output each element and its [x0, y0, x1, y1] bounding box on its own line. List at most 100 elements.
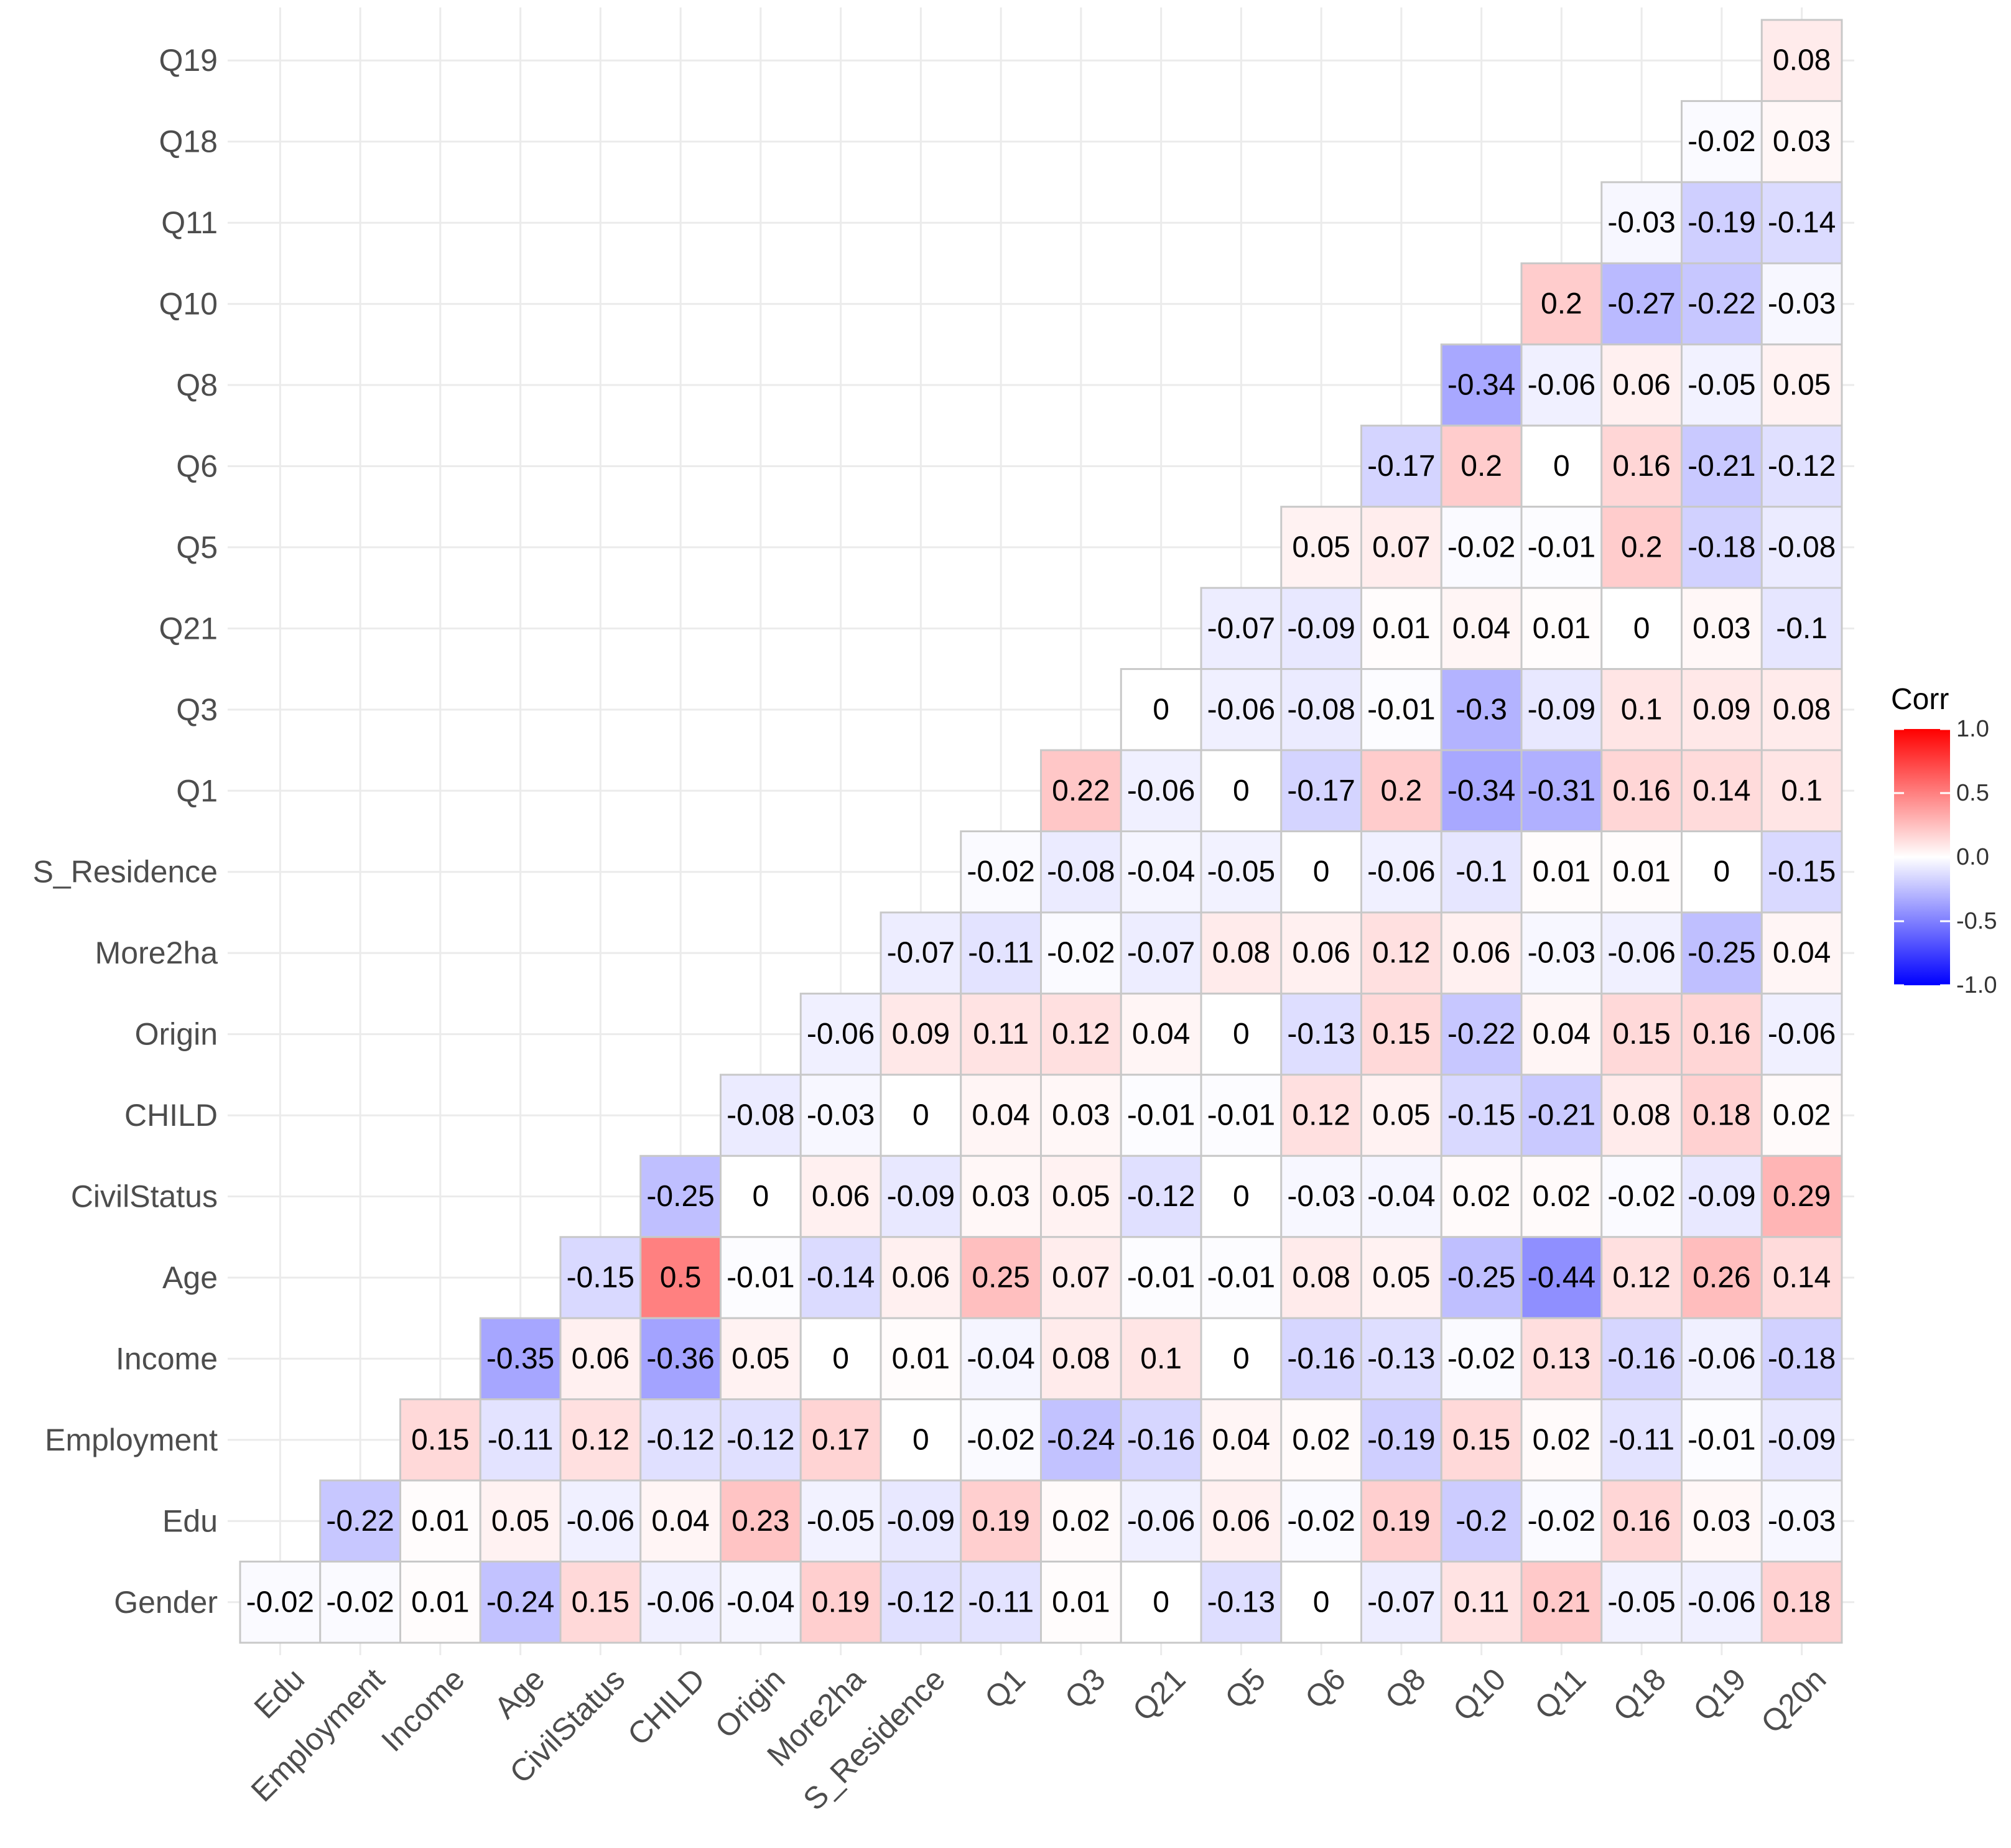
cell-value-label: 0.08 [1773, 44, 1831, 77]
heatmap-cell [1520, 1398, 1603, 1482]
cell-value-label: 0.04 [1132, 1018, 1190, 1051]
cell-value-label: 0.1 [1140, 1342, 1182, 1375]
heatmap-cell [1360, 1074, 1442, 1157]
heatmap-cell [639, 1561, 722, 1644]
color-legend: Corr 1.0 0.5 0.0 -0.5 -1.0 [1891, 683, 1997, 998]
heatmap-cell [1760, 343, 1843, 427]
cell-value-label: 0.02 [1452, 1180, 1510, 1213]
cell-value-label: 0 [1633, 612, 1650, 645]
x-tick-label: S_Residence [796, 1661, 952, 1817]
heatmap-cell [1681, 1479, 1763, 1563]
cell-value-label: 0.05 [1292, 531, 1350, 564]
cell-value-label: 0 [1553, 450, 1570, 483]
cell-value-label: -0.24 [1047, 1423, 1115, 1456]
cell-value-label: 0.09 [892, 1018, 950, 1051]
cell-value-label: 0.12 [572, 1423, 629, 1456]
cell-value-label: -0.08 [1047, 855, 1115, 888]
heatmap-cell [1600, 749, 1683, 833]
cell-value-label: -0.13 [1207, 1586, 1275, 1618]
heatmap-cell [1120, 1561, 1202, 1644]
heatmap-cell [1280, 830, 1362, 914]
x-tick-label: Q11 [1528, 1661, 1592, 1726]
cell-value-label: 0.2 [1461, 450, 1502, 483]
heatmap-cell [1600, 830, 1683, 914]
cell-value-label: 0.01 [411, 1505, 469, 1538]
cell-value-label: 0.08 [1212, 937, 1270, 970]
cell-value-label: -0.25 [1447, 1261, 1515, 1294]
heatmap-cell [1600, 1317, 1683, 1401]
cell-value-label: -0.11 [1609, 1423, 1674, 1456]
heatmap-cell [1760, 262, 1843, 346]
cell-value-label: -0.02 [1688, 125, 1755, 158]
cell-value-label: 0.18 [1693, 1099, 1750, 1132]
cell-value-label: -0.02 [1447, 1342, 1515, 1375]
heatmap-cell [1280, 668, 1362, 751]
cell-value-label: -0.22 [1447, 1018, 1515, 1051]
cell-value-label: -0.03 [1607, 207, 1675, 239]
heatmap-cell [960, 1398, 1042, 1482]
heatmap-cell [1600, 1561, 1683, 1644]
x-tick-label: CHILD [621, 1661, 712, 1752]
heatmap-cell [799, 1398, 882, 1482]
heatmap-cells: 0.08 -0.02 0.03 -0.03 -0.19 -0.14 0.2 -0.27 -0.2… [239, 19, 1843, 1644]
heatmap-cell [1120, 1398, 1202, 1482]
heatmap-cell [1681, 668, 1763, 751]
heatmap-cell [1440, 830, 1523, 914]
heatmap-cell [1200, 1317, 1283, 1401]
heatmap-cell [1200, 830, 1283, 914]
cell-value-label: -0.06 [646, 1586, 714, 1618]
cell-value-label: -0.09 [887, 1180, 955, 1213]
y-tick-label: Edu [162, 1503, 218, 1538]
cell-value-label: 0.06 [892, 1261, 950, 1294]
cell-value-label: 0.25 [972, 1261, 1029, 1294]
cell-value-label: -0.34 [1447, 774, 1515, 807]
cell-value-label: -0.06 [1367, 855, 1435, 888]
cell-value-label: -0.21 [1528, 1099, 1595, 1132]
cell-value-label: -0.22 [326, 1505, 394, 1538]
cell-value-label: 0.06 [1212, 1505, 1270, 1538]
cell-value-label: 0.07 [1372, 531, 1430, 564]
heatmap-cell [1681, 1398, 1763, 1482]
cell-value-label: 0.03 [1693, 612, 1750, 645]
cell-value-label: 0.12 [1292, 1099, 1350, 1132]
cell-value-label: 0.15 [1612, 1018, 1670, 1051]
cell-value-label: 0 [832, 1342, 849, 1375]
heatmap-cell [1440, 1317, 1523, 1401]
cell-value-label: -0.08 [1287, 693, 1355, 726]
heatmap-cell [1520, 424, 1603, 508]
cell-value-label: -0.03 [807, 1099, 875, 1132]
cell-value-label: -0.04 [967, 1342, 1034, 1375]
cell-value-label: -0.01 [1688, 1423, 1755, 1456]
heatmap-cell [1040, 830, 1122, 914]
heatmap-cell [1681, 830, 1763, 914]
cell-value-label: 0.04 [651, 1505, 709, 1538]
heatmap-cell [1040, 1561, 1122, 1644]
heatmap-cell [880, 1561, 962, 1644]
cell-value-label: 0.08 [1052, 1342, 1110, 1375]
cell-value-label: -0.12 [1127, 1180, 1195, 1213]
cell-value-label: -0.15 [1447, 1099, 1515, 1132]
heatmap-cell [799, 1317, 882, 1401]
cell-value-label: -0.12 [1768, 450, 1836, 483]
heatmap-cell [1200, 1398, 1283, 1482]
heatmap-cell [1440, 424, 1523, 508]
cell-value-label: 0.17 [812, 1423, 870, 1456]
heatmap-cell [559, 1317, 642, 1401]
heatmap-cell [1760, 1317, 1843, 1401]
cell-value-label: 0.03 [1693, 1505, 1750, 1538]
cell-value-label: -0.08 [1768, 531, 1836, 564]
heatmap-cell [559, 1236, 642, 1319]
x-tick-label: Q21 [1126, 1661, 1192, 1727]
heatmap-cell [1120, 1074, 1202, 1157]
heatmap-cell [1760, 1398, 1843, 1482]
heatmap-cell [1120, 1236, 1202, 1319]
heatmap-cell [1600, 1154, 1683, 1238]
cell-value-label: 0.08 [1612, 1099, 1670, 1132]
heatmap-cell [1760, 992, 1843, 1076]
cell-value-label: -0.01 [1127, 1099, 1195, 1132]
y-tick-label: Origin [135, 1017, 218, 1052]
heatmap-cell [319, 1479, 401, 1563]
cell-value-label: 0 [1153, 1586, 1169, 1618]
cell-value-label: -0.05 [1207, 855, 1275, 888]
heatmap-cell [1600, 668, 1683, 751]
